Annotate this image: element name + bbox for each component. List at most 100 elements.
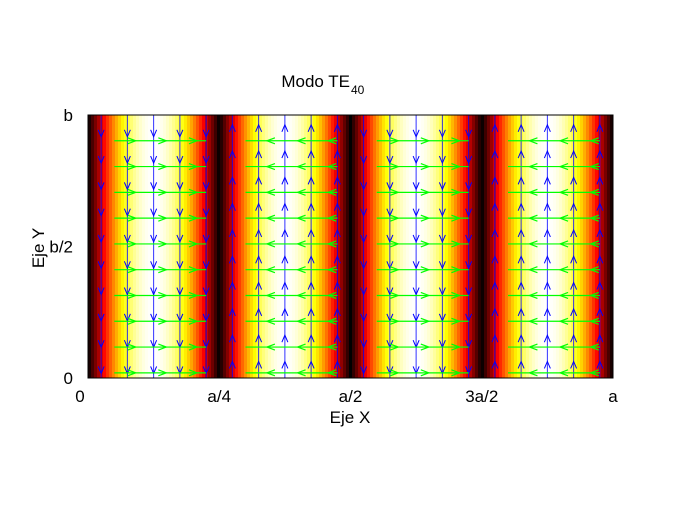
vertical-arrow (438, 155, 446, 165)
vertical-arrow (570, 176, 578, 185)
vertical-arrow (97, 339, 105, 349)
heatmap-cell (577, 115, 581, 378)
heatmap-cell (481, 115, 485, 378)
heatmap-cell (364, 115, 368, 378)
vertical-arrow (281, 333, 289, 343)
horizontal-arrow (295, 240, 306, 248)
heatmap-cell (436, 115, 440, 378)
horizontal-arrow (188, 369, 199, 377)
vertical-arrow (360, 155, 368, 165)
heatmap-cell (247, 115, 251, 378)
horizontal-arrow (558, 266, 569, 274)
heatmap-cell (553, 115, 557, 378)
horizontal-arrow (558, 188, 569, 196)
vertical-arrow (570, 307, 578, 317)
x-tick-label: a/4 (207, 387, 231, 406)
horizontal-arrow (295, 291, 306, 300)
horizontal-arrow (127, 317, 138, 325)
vertical-arrow (176, 208, 184, 217)
vertical-arrow (412, 182, 420, 191)
horizontal-arrow (127, 188, 138, 196)
heatmap-cell (586, 115, 590, 378)
horizontal-arrow (265, 163, 276, 171)
vertical-arrow (386, 261, 394, 270)
heatmap-cell (514, 115, 518, 378)
vertical-arrow (543, 149, 551, 159)
vertical-arrow (202, 287, 210, 296)
vertical-arrow (123, 208, 131, 217)
vertical-arrow (570, 123, 578, 132)
horizontal-arrow (158, 266, 169, 274)
vertical-arrow (491, 123, 499, 132)
heatmap-cell (235, 115, 239, 378)
heatmap-cell (175, 115, 179, 378)
vertical-arrow (176, 287, 184, 296)
heatmap-cell (322, 115, 326, 378)
vertical-arrow (517, 333, 525, 343)
vertical-arrow (150, 287, 158, 296)
heatmap-cell (229, 115, 233, 378)
vertical-arrow (412, 366, 420, 375)
heatmap-cell (400, 115, 404, 378)
heatmap-cell (358, 115, 362, 378)
vertical-arrow (255, 333, 263, 343)
vertical-arrow (517, 123, 525, 132)
vertical-arrow (228, 123, 236, 132)
heatmap-cell (202, 115, 206, 378)
heatmap-cell (454, 115, 458, 378)
plot-frame (87, 114, 614, 379)
vertical-arrow (281, 123, 289, 132)
vertical-arrow (491, 281, 499, 290)
vertical-arrow (596, 360, 604, 369)
vertical-arrow (543, 307, 551, 317)
vertical-arrow (281, 360, 289, 369)
y-tick-label: 0 (64, 369, 73, 388)
heatmap (88, 115, 614, 378)
heatmap-cell (346, 115, 350, 378)
heatmap-cell (376, 115, 380, 378)
vertical-arrow (360, 313, 368, 323)
horizontal-arrow (558, 163, 569, 171)
vertical-arrow (570, 255, 578, 264)
vertical-arrow (360, 182, 368, 191)
vertical-arrow (202, 366, 210, 375)
horizontal-arrow (527, 163, 538, 171)
horizontal-arrow (295, 214, 306, 222)
heatmap-cell (139, 115, 143, 378)
vertical-arrow (570, 333, 578, 343)
vertical-arrow (150, 366, 158, 375)
vertical-arrow (465, 366, 473, 375)
heatmap-cell (610, 115, 614, 378)
heatmap-cell (88, 115, 92, 378)
heatmap-cell (385, 115, 389, 378)
heatmap-cell (262, 115, 266, 378)
vertical-arrow (202, 155, 210, 165)
vertical-arrow (333, 360, 341, 369)
horizontal-arrow (527, 266, 538, 274)
vertical-arrow (255, 307, 263, 317)
horizontal-arrow (295, 266, 306, 274)
vertical-arrow (517, 176, 525, 185)
vertical-arrow (491, 228, 499, 238)
horizontal-arrow (265, 240, 276, 248)
heatmap-cell (367, 115, 371, 378)
heatmap-cell (538, 115, 542, 378)
vertical-arrow (596, 333, 604, 343)
vertical-arrow (176, 129, 184, 139)
heatmap-cell (373, 115, 377, 378)
vertical-arrow (465, 287, 473, 296)
y-axis-label: Eje Y (29, 228, 48, 268)
x-axis-label: Eje X (330, 408, 371, 427)
vertical-arrow (97, 182, 105, 191)
vertical-arrow (596, 228, 604, 238)
heatmap-cell (355, 115, 359, 378)
heatmap-cell (487, 115, 491, 378)
horizontal-arrow (558, 317, 569, 325)
heatmap-cell (379, 115, 383, 378)
heatmap-cell (118, 115, 122, 378)
vertical-arrow (543, 360, 551, 369)
vertical-arrow (150, 155, 158, 165)
vertical-arrow (465, 208, 473, 217)
vertical-arrow (255, 281, 263, 290)
vertical-arrow (465, 234, 473, 244)
